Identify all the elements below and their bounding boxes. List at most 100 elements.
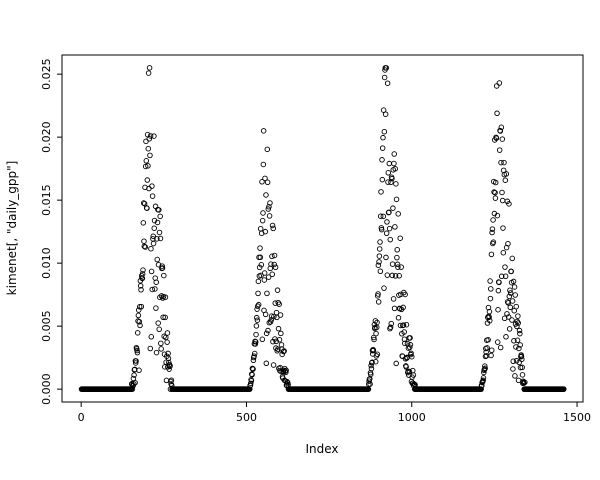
data-point bbox=[381, 128, 388, 135]
data-point bbox=[486, 314, 492, 320]
data-point bbox=[490, 217, 496, 223]
data-point bbox=[156, 326, 162, 333]
data-point bbox=[504, 311, 510, 317]
data-point bbox=[153, 305, 159, 311]
data-point bbox=[141, 243, 148, 250]
data-point bbox=[132, 360, 139, 366]
data-point bbox=[386, 225, 393, 232]
data-point bbox=[143, 158, 150, 164]
data-point bbox=[392, 224, 398, 230]
data-point bbox=[394, 246, 400, 253]
data-point bbox=[377, 213, 384, 219]
data-point bbox=[509, 298, 516, 304]
data-point bbox=[515, 320, 521, 326]
data-point bbox=[400, 322, 407, 328]
data-point bbox=[498, 159, 504, 166]
data-point bbox=[490, 239, 497, 245]
data-point bbox=[496, 279, 502, 286]
data-point bbox=[507, 287, 513, 294]
plot-box bbox=[61, 54, 584, 403]
data-point bbox=[167, 363, 173, 369]
data-point bbox=[494, 339, 501, 345]
data-point bbox=[481, 366, 488, 372]
x-tick-label: 500 bbox=[236, 411, 257, 424]
data-point bbox=[391, 160, 397, 167]
data-point bbox=[264, 146, 271, 153]
data-point bbox=[484, 345, 490, 351]
data-point bbox=[158, 346, 164, 352]
data-point bbox=[511, 338, 517, 344]
data-point bbox=[141, 238, 147, 244]
data-point bbox=[150, 240, 157, 247]
data-point bbox=[368, 362, 374, 369]
data-point bbox=[376, 259, 382, 265]
data-point bbox=[500, 249, 507, 256]
data-point bbox=[136, 367, 142, 374]
data-point bbox=[140, 220, 147, 226]
data-point bbox=[264, 290, 270, 297]
data-point bbox=[383, 65, 390, 71]
data-point bbox=[384, 219, 390, 225]
data-point bbox=[268, 317, 275, 323]
data-point bbox=[129, 386, 136, 392]
data-point bbox=[255, 301, 262, 308]
data-point bbox=[266, 203, 272, 210]
data-point bbox=[368, 371, 374, 378]
data-point bbox=[522, 379, 528, 386]
data-point bbox=[134, 330, 141, 336]
data-point bbox=[253, 323, 260, 329]
data-point bbox=[395, 264, 401, 270]
data-point bbox=[390, 205, 396, 211]
data-point bbox=[133, 358, 139, 364]
data-point bbox=[146, 65, 153, 71]
data-point bbox=[158, 340, 164, 347]
data-point bbox=[398, 264, 404, 270]
data-point bbox=[260, 161, 267, 168]
data-point bbox=[252, 339, 259, 345]
data-point bbox=[410, 372, 417, 378]
data-point bbox=[152, 286, 158, 292]
x-axis-label: Index bbox=[305, 442, 338, 456]
data-point bbox=[134, 349, 141, 356]
data-point bbox=[397, 322, 404, 329]
x-tick-label: 0 bbox=[78, 411, 85, 424]
data-point bbox=[147, 345, 154, 352]
data-point bbox=[369, 359, 375, 366]
data-point bbox=[145, 70, 152, 76]
data-point bbox=[495, 287, 502, 294]
data-point bbox=[370, 334, 377, 341]
data-point bbox=[502, 273, 509, 280]
data-point bbox=[388, 179, 394, 186]
data-point bbox=[502, 264, 508, 270]
data-point bbox=[145, 145, 152, 152]
data-point bbox=[387, 324, 394, 330]
data-point bbox=[157, 294, 163, 301]
data-point bbox=[137, 322, 143, 329]
data-point bbox=[155, 261, 162, 268]
data-point bbox=[377, 239, 383, 245]
data-point bbox=[395, 315, 402, 321]
data-point bbox=[164, 339, 170, 345]
data-point bbox=[488, 286, 494, 292]
data-point bbox=[154, 256, 160, 263]
data-point bbox=[270, 362, 277, 368]
data-point bbox=[381, 74, 388, 81]
data-point bbox=[517, 330, 523, 337]
data-point bbox=[281, 348, 287, 354]
data-point bbox=[143, 138, 149, 145]
data-point bbox=[278, 330, 284, 337]
data-point bbox=[371, 336, 377, 343]
data-point bbox=[383, 254, 389, 261]
data-point bbox=[508, 268, 515, 275]
data-point bbox=[395, 211, 401, 217]
data-point bbox=[495, 306, 501, 313]
data-point bbox=[375, 291, 381, 297]
data-point bbox=[155, 320, 161, 326]
data-point bbox=[487, 317, 493, 324]
data-point bbox=[486, 308, 493, 315]
data-point bbox=[392, 273, 399, 279]
y-tick-label: 0.000 bbox=[40, 373, 53, 405]
data-point bbox=[142, 163, 149, 170]
data-point bbox=[367, 381, 373, 387]
